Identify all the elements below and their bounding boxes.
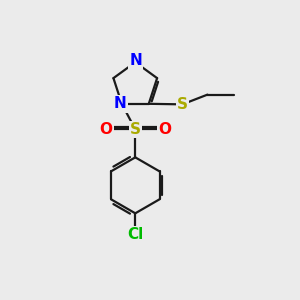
Text: O: O [99, 122, 112, 137]
Text: N: N [114, 96, 127, 111]
Text: Cl: Cl [127, 227, 143, 242]
Text: S: S [130, 122, 141, 137]
Text: N: N [130, 53, 142, 68]
Text: S: S [177, 97, 188, 112]
Text: O: O [158, 122, 171, 137]
